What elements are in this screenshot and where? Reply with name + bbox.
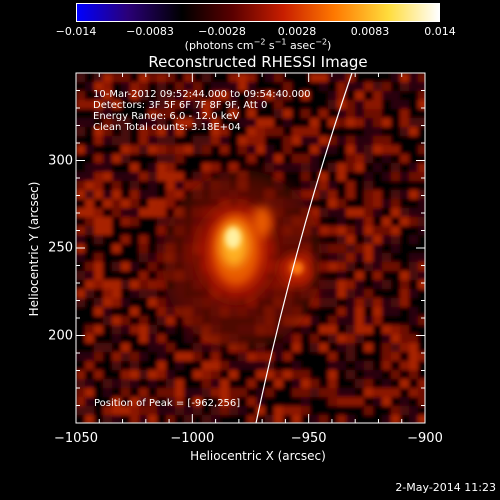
y-tick-label: 300 (48, 153, 73, 168)
colorbar: −0.014 −0.0083 −0.0028 0.0028 0.0083 0.0… (0, 0, 500, 60)
info-time-range: 10-Mar-2012 09:52:44.000 to 09:54:40.000 (93, 89, 311, 100)
colorbar-tick-label: −0.014 (55, 25, 97, 38)
info-detectors: Detectors: 3F 5F 6F 7F 8F 9F, Att 0 (93, 100, 268, 111)
solar-limb (255, 73, 353, 423)
colorbar-tick-label: 0.0028 (277, 25, 317, 38)
colorbar-tick-label: −0.0028 (198, 25, 246, 38)
colorbar-gradient (76, 3, 440, 22)
info-clean: Clean Total counts: 3.18E+04 (93, 122, 241, 133)
image-noise (76, 73, 425, 423)
reconstructed-image (76, 73, 425, 423)
x-tick-label: −900 (407, 431, 443, 446)
colorbar-tick-labels: −0.014 −0.0083 −0.0028 0.0028 0.0083 0.0… (0, 0, 500, 60)
plot-title: Reconstructed RHESSI Image (148, 53, 368, 71)
x-tick-label: −1050 (54, 431, 98, 446)
axis-ticks (75, 72, 426, 424)
timestamp: 2-May-2014 11:23 (395, 481, 496, 494)
x-tick-label: −950 (290, 431, 327, 446)
y-axis-label: Heliocentric Y (arcsec) (27, 181, 41, 317)
peak-position-label: Position of Peak = [-962,256] (94, 398, 241, 409)
y-tick-label: 200 (48, 328, 73, 343)
colorbar-tick-label: 0.0083 (350, 25, 390, 38)
info-energy-range: Energy Range: 6.0 - 12.0 keV (93, 111, 240, 122)
y-tick-label: 250 (48, 240, 73, 256)
x-axis-label: Heliocentric X (arcsec) (190, 449, 326, 463)
colorbar-tick-label: −0.0083 (126, 25, 174, 38)
colorbar-units: (photons cm−2 s−1 asec−2) (184, 37, 332, 52)
x-tick-label: −1000 (170, 431, 215, 446)
colorbar-tick-label: 0.014 (424, 25, 456, 38)
